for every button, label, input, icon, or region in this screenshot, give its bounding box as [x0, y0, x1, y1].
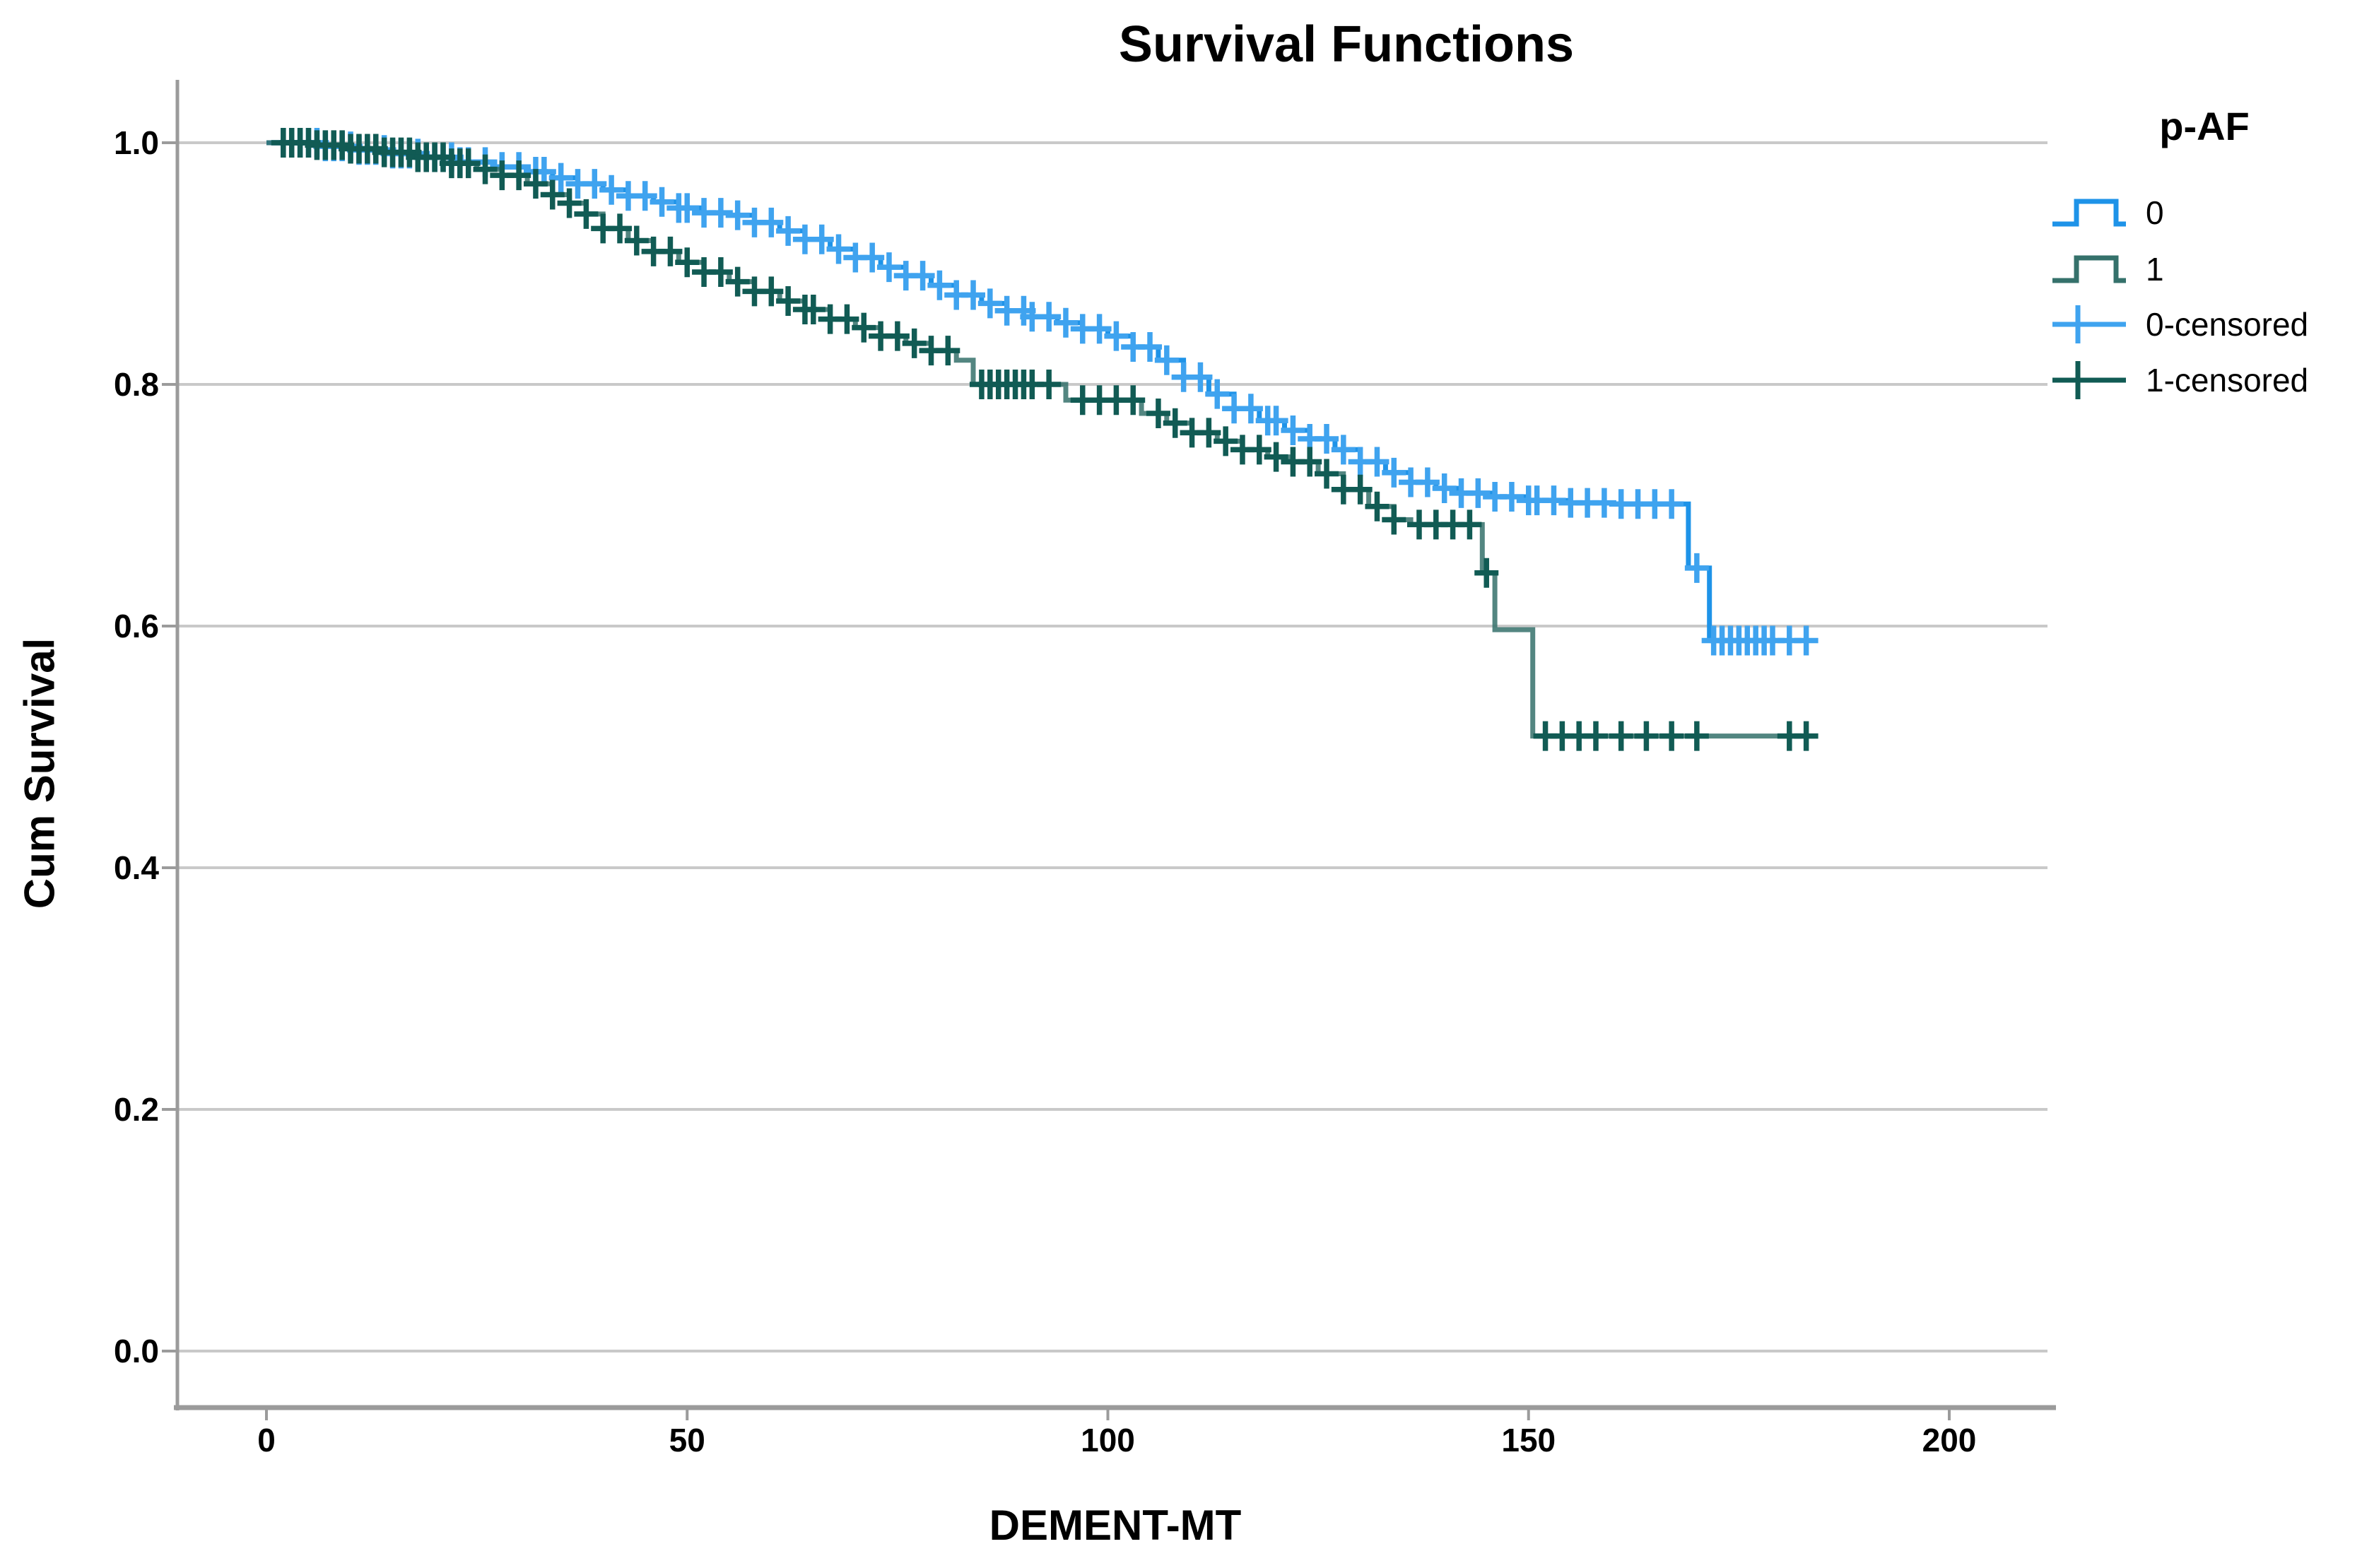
- x-tick-label: 100: [1081, 1422, 1135, 1458]
- chart-title: Survival Functions: [1118, 16, 1575, 73]
- legend-step-line-icon: [2052, 199, 2126, 227]
- x-tick-label: 150: [1501, 1422, 1556, 1458]
- y-tick-label: 0.4: [114, 849, 159, 886]
- legend-item-label: 1: [2146, 251, 2164, 288]
- x-tick-label: 200: [1922, 1422, 1977, 1458]
- legend-item-label: 1-censored: [2146, 362, 2309, 399]
- legend-censor-plus-icon: [2052, 305, 2126, 343]
- y-tick-label: 1.0: [114, 124, 159, 161]
- y-tick-label: 0.8: [114, 366, 159, 403]
- legend-censor-plus-icon: [2052, 361, 2126, 399]
- survival-curve-group-1: [266, 140, 1815, 739]
- y-tick-label: 0.6: [114, 608, 159, 644]
- survival-curve-group-0: [266, 140, 1815, 643]
- x-tick-label: 0: [257, 1422, 276, 1458]
- y-tick-label: 0.0: [114, 1333, 159, 1369]
- legend-step-line-icon: [2052, 255, 2126, 283]
- legend-item-label: 0: [2146, 194, 2164, 231]
- legend-title: p-AF: [2159, 104, 2250, 148]
- x-axis-title: DEMENT-MT: [989, 1502, 1242, 1549]
- y-tick-label: 0.2: [114, 1091, 159, 1128]
- legend-item-label: 0-censored: [2146, 306, 2309, 343]
- x-tick-label: 50: [669, 1422, 705, 1458]
